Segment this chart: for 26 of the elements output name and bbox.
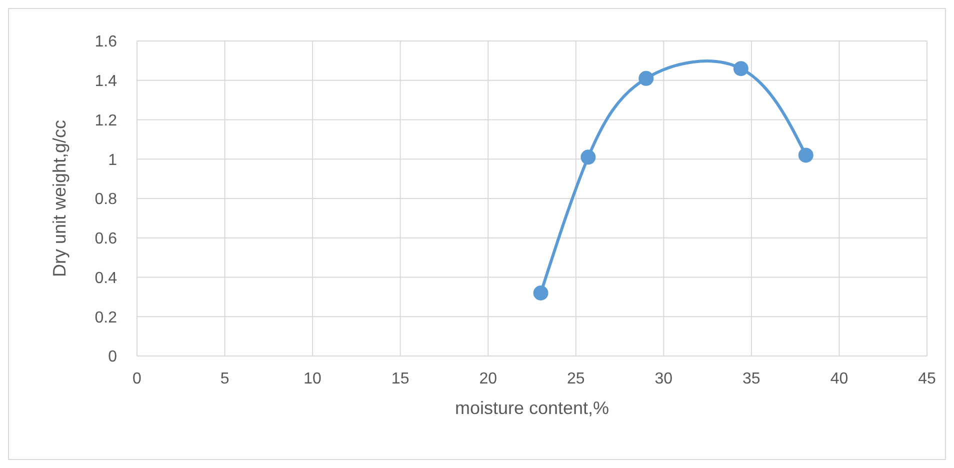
y-tick-label: 0.8 [94,191,118,208]
x-tick-label: 40 [830,370,848,388]
y-tick-label: 0.2 [94,309,118,326]
y-axis-title: Dry unit weight,g/cc [49,120,70,278]
x-tick-label: 10 [304,370,322,388]
point [733,61,748,76]
x-tick-label: 25 [566,370,585,388]
x-tick-label: 0 [132,370,142,388]
point [638,70,654,86]
y-tick-label: 0.6 [94,230,118,248]
x-tick-label: 30 [654,370,673,388]
point [580,150,596,165]
point [798,148,814,163]
x-axis-title: moisture content,% [454,398,610,418]
y-tick-label: 1 [108,152,118,169]
y-tick-label: 1.6 [94,34,118,51]
y-tick-label: 0.4 [94,270,118,287]
x-tick-label: 20 [479,370,498,388]
y-tick-label: 1.4 [94,73,118,90]
point [533,286,548,300]
x-tick-label: 45 [918,370,936,388]
x-tick-label: 5 [220,370,230,388]
x-tick-label: 35 [742,370,760,388]
y-tick-label: 1.2 [94,112,118,130]
y-tick-label: 0 [108,348,118,366]
x-tick-label: 15 [391,370,410,388]
